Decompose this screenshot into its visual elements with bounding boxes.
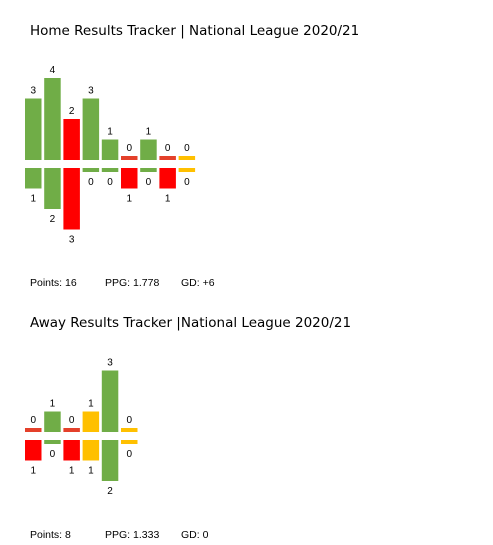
- away-gd: GD: 0: [181, 529, 209, 541]
- home-bar-up-4: [82, 98, 100, 160]
- away-ppg: PPG: 1.333: [105, 529, 160, 541]
- away-bar-up-2: [44, 411, 61, 432]
- away-bar-down-4: [82, 440, 100, 461]
- away-label-down-3: 1: [69, 466, 75, 477]
- away-label-up-4: 1: [88, 399, 94, 410]
- away-label-down-1: 1: [30, 466, 36, 477]
- home-label-up-8: 0: [165, 143, 171, 154]
- away-chart-title: Away Results Tracker |National League 20…: [30, 315, 352, 331]
- home-label-down-7: 0: [146, 177, 152, 188]
- home-label-down-2: 2: [50, 214, 56, 225]
- away-label-down-2: 0: [50, 449, 56, 460]
- home-gd: GD: +6: [181, 277, 215, 289]
- home-bar-down-8: [159, 168, 176, 189]
- home-ppg: PPG: 1.778: [105, 277, 160, 289]
- away-label-up-1: 0: [30, 415, 36, 426]
- home-label-up-9: 0: [184, 143, 190, 154]
- away-bar-up-1: [25, 428, 42, 432]
- away-label-up-3: 0: [69, 415, 75, 426]
- home-label-up-3: 2: [69, 106, 75, 117]
- home-bar-down-4: [82, 168, 100, 172]
- home-points: Points: 16: [30, 277, 77, 289]
- away-label-up-2: 1: [50, 399, 56, 410]
- home-bar-down-2: [44, 168, 61, 209]
- home-label-up-5: 1: [107, 127, 113, 138]
- away-label-up-5: 3: [107, 358, 113, 369]
- away-bar-up-4: [82, 411, 100, 432]
- home-label-down-1: 1: [30, 194, 36, 205]
- home-label-up-1: 3: [30, 86, 36, 97]
- away-bar-down-6: [121, 440, 138, 444]
- away-label-down-5: 2: [107, 486, 113, 497]
- away-label-down-6: 0: [126, 449, 132, 460]
- home-bar-up-2: [44, 78, 61, 160]
- away-bar-down-1: [25, 440, 42, 461]
- home-label-up-6: 0: [126, 143, 132, 154]
- away-points: Points: 8: [30, 529, 71, 541]
- home-chart-title: Home Results Tracker | National League 2…: [30, 23, 360, 39]
- away-results-chart: 0 1 1 0 0 1 1 1 3 2 0 0: [25, 358, 138, 497]
- away-bar-up-6: [121, 428, 138, 432]
- home-label-down-8: 1: [165, 194, 171, 205]
- away-bar-down-5: [101, 440, 119, 481]
- home-label-down-3: 3: [69, 235, 75, 246]
- home-results-chart: 3 1 4 2 2 3 3 0 1 0 0 1 1 0 0 1 0 0: [25, 65, 196, 246]
- away-label-up-6: 0: [126, 415, 132, 426]
- home-bar-down-3: [63, 168, 80, 230]
- home-bar-up-8: [159, 156, 176, 160]
- home-bar-up-1: [25, 98, 42, 160]
- home-label-down-4: 0: [88, 177, 94, 188]
- home-bar-up-6: [121, 156, 138, 160]
- away-bar-down-2: [44, 440, 61, 444]
- home-label-up-4: 3: [88, 86, 94, 97]
- home-bar-down-5: [101, 168, 119, 172]
- away-bar-down-3: [63, 440, 80, 461]
- home-label-down-6: 1: [126, 194, 132, 205]
- home-label-down-9: 0: [184, 177, 190, 188]
- away-bar-up-5: [101, 370, 119, 432]
- home-bar-down-7: [140, 168, 157, 172]
- home-bar-up-5: [101, 139, 119, 160]
- home-label-up-2: 4: [50, 65, 56, 76]
- away-label-down-4: 1: [88, 466, 94, 477]
- home-label-down-5: 0: [107, 177, 113, 188]
- home-bar-down-9: [178, 168, 196, 172]
- home-bar-up-7: [140, 139, 157, 160]
- home-label-up-7: 1: [146, 127, 152, 138]
- home-bar-up-9: [178, 156, 196, 160]
- home-bar-down-6: [121, 168, 138, 189]
- home-bar-down-1: [25, 168, 42, 189]
- home-bar-up-3: [63, 119, 80, 160]
- away-bar-up-3: [63, 428, 80, 432]
